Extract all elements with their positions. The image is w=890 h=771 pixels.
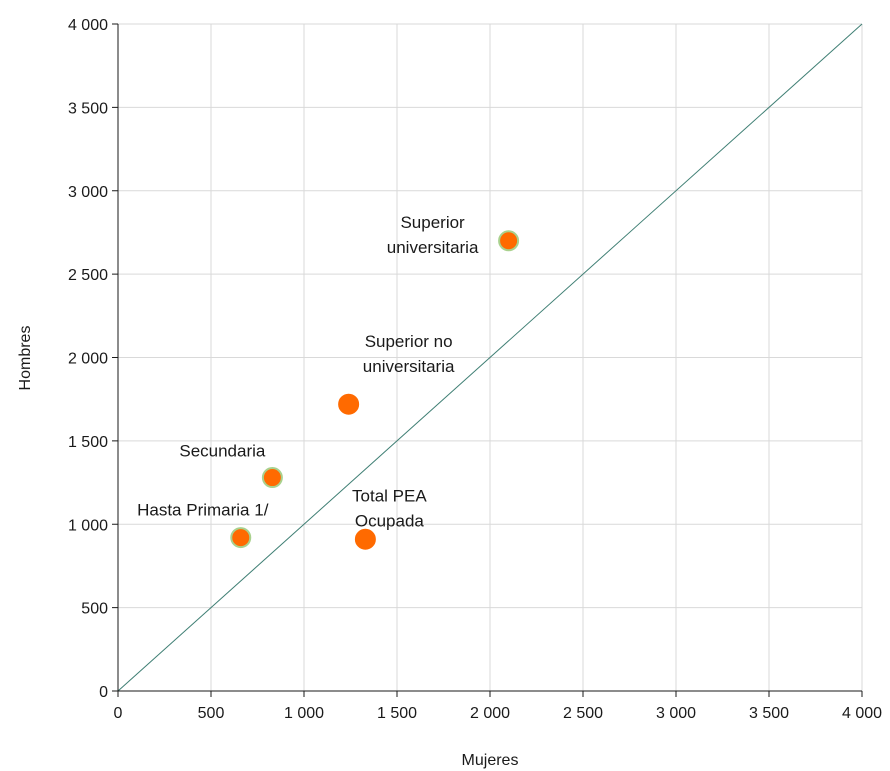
- x-tick-label: 3 000: [656, 705, 696, 722]
- tick-labels: 0 500 1 000 1 500 2 000 2 500 3 000 3 500 4 000 0…: [68, 17, 882, 722]
- x-tick-label: 2 500: [563, 705, 603, 722]
- y-tick-label: 3 000: [68, 184, 108, 201]
- x-tick-label: 0: [114, 705, 123, 722]
- data-point: [338, 393, 360, 415]
- x-tick-label: 2 000: [470, 705, 510, 722]
- x-tick-label: 1 000: [284, 705, 324, 722]
- data-point: [230, 527, 252, 549]
- reference-line-group: [117, 23, 863, 692]
- axes: [112, 23, 863, 697]
- point-labels: Hasta Primaria 1/Secundaria Superior no un…: [137, 213, 479, 530]
- point-label: universitaria: [387, 238, 479, 257]
- x-tick-label: 500: [198, 705, 225, 722]
- x-axis-title: Mujeres: [462, 752, 519, 769]
- point-label: Secundaria: [179, 442, 266, 461]
- x-tick-label: 1 500: [377, 705, 417, 722]
- y-tick-label: 1 500: [68, 434, 108, 451]
- point-label: universitaria: [363, 357, 455, 376]
- point-label: Superior: [400, 213, 465, 232]
- point-label: Ocupada: [355, 511, 425, 530]
- y-tick-label: 0: [99, 684, 108, 701]
- y-tick-label: 500: [81, 601, 108, 618]
- gridlines: [118, 23, 863, 691]
- y-tick-label: 2 000: [68, 351, 108, 368]
- data-point: [498, 230, 520, 252]
- data-points: [230, 230, 520, 550]
- y-tick-label: 3 500: [68, 100, 108, 117]
- reference-line: [117, 23, 863, 692]
- y-axis-title: Hombres: [17, 326, 34, 391]
- y-tick-label: 2 500: [68, 267, 108, 284]
- data-point: [261, 467, 283, 489]
- point-label: Hasta Primaria 1/: [137, 501, 269, 520]
- point-label: Superior no: [365, 332, 453, 351]
- x-tick-label: 4 000: [842, 705, 882, 722]
- point-label: Total PEA: [352, 486, 427, 505]
- data-point: [354, 528, 376, 550]
- y-tick-label: 1 000: [68, 517, 108, 534]
- x-tick-label: 3 500: [749, 705, 789, 722]
- y-tick-label: 4 000: [68, 17, 108, 34]
